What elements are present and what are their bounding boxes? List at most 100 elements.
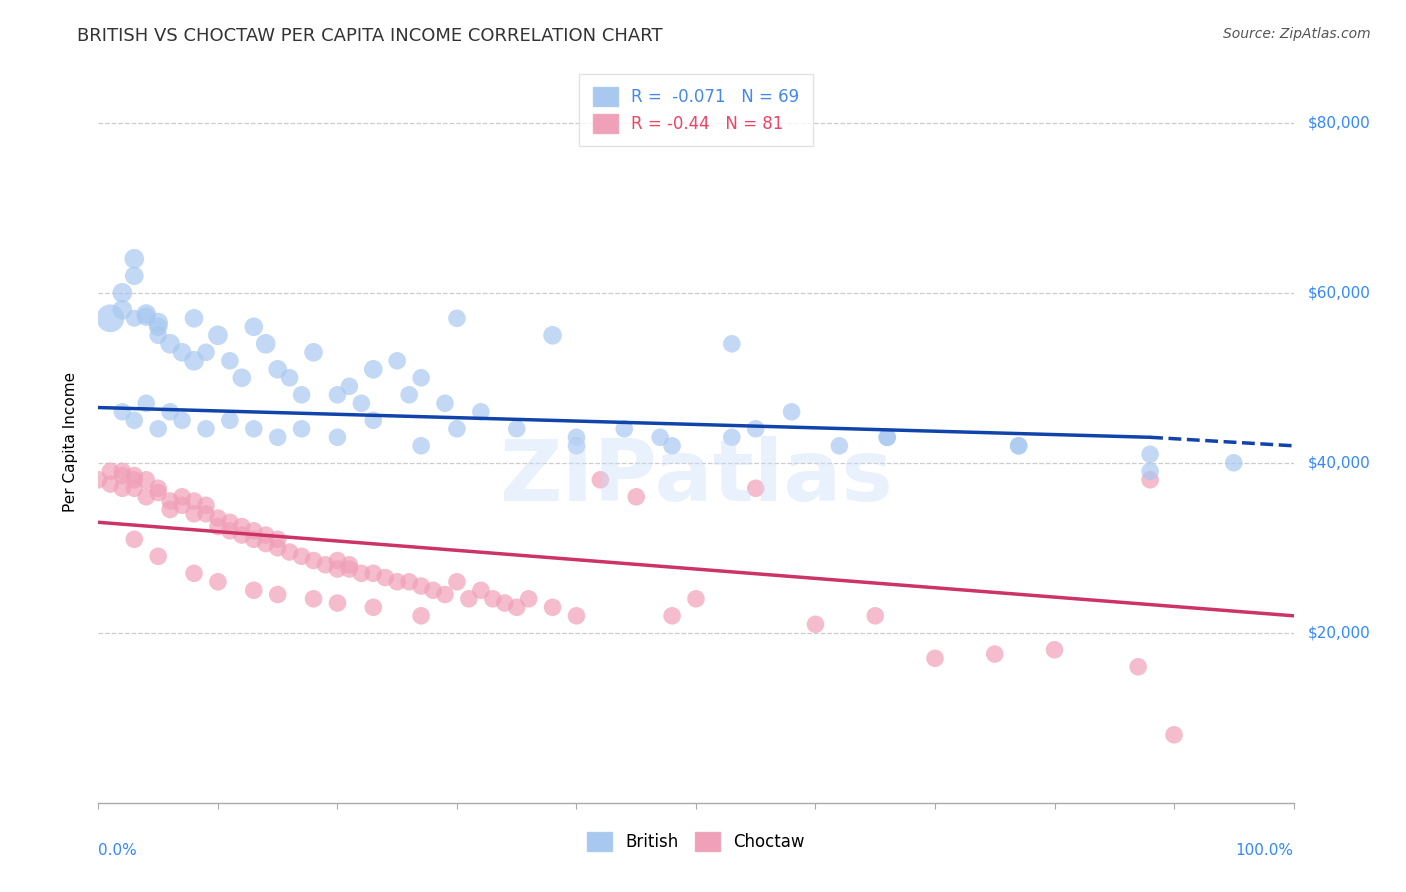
Point xyxy=(339,379,361,393)
Point xyxy=(589,473,612,487)
Point xyxy=(267,541,290,555)
Point xyxy=(254,528,277,542)
Point xyxy=(243,524,266,538)
Point xyxy=(124,252,146,266)
Point xyxy=(350,566,373,581)
Point xyxy=(291,422,314,436)
Point xyxy=(172,345,194,359)
Point xyxy=(124,481,146,495)
Point xyxy=(124,473,146,487)
Point xyxy=(326,596,349,610)
Point xyxy=(148,549,170,564)
Point xyxy=(1043,642,1066,657)
Point xyxy=(183,353,205,368)
Point xyxy=(183,507,205,521)
Point xyxy=(124,268,146,283)
Point xyxy=(398,574,420,589)
Point xyxy=(243,583,266,598)
Point xyxy=(470,405,492,419)
Point xyxy=(148,481,170,495)
Y-axis label: Per Capita Income: Per Capita Income xyxy=(63,371,77,512)
Point xyxy=(876,430,898,444)
Point xyxy=(481,591,505,606)
Point xyxy=(219,524,242,538)
Point xyxy=(231,519,253,533)
Point xyxy=(1128,660,1150,674)
Point xyxy=(661,608,683,623)
Point xyxy=(148,485,170,500)
Point xyxy=(434,588,457,602)
Point xyxy=(339,562,361,576)
Point xyxy=(111,468,134,483)
Point xyxy=(411,439,433,453)
Text: $20,000: $20,000 xyxy=(1308,625,1371,640)
Legend: British, Choctaw: British, Choctaw xyxy=(579,824,813,860)
Point xyxy=(745,422,768,436)
Point xyxy=(924,651,946,665)
Point xyxy=(565,608,588,623)
Point xyxy=(231,528,253,542)
Point xyxy=(565,430,588,444)
Point xyxy=(804,617,827,632)
Point xyxy=(111,285,134,300)
Point xyxy=(195,345,218,359)
Point xyxy=(195,498,218,512)
Point xyxy=(135,490,157,504)
Point xyxy=(350,396,373,410)
Point xyxy=(411,371,433,385)
Point xyxy=(148,422,170,436)
Point xyxy=(124,311,146,326)
Point xyxy=(124,413,146,427)
Point xyxy=(326,388,349,402)
Point xyxy=(148,328,170,343)
Point xyxy=(721,336,744,351)
Point xyxy=(470,583,492,598)
Point xyxy=(315,558,337,572)
Point xyxy=(254,336,277,351)
Point xyxy=(278,371,301,385)
Point xyxy=(183,494,205,508)
Point xyxy=(291,388,314,402)
Text: 0.0%: 0.0% xyxy=(98,843,138,857)
Point xyxy=(219,516,242,530)
Point xyxy=(326,553,349,567)
Point xyxy=(231,371,253,385)
Point xyxy=(159,336,181,351)
Point xyxy=(291,549,314,564)
Point xyxy=(195,422,218,436)
Point xyxy=(541,600,564,615)
Point xyxy=(243,422,266,436)
Point xyxy=(398,388,420,402)
Point xyxy=(517,591,540,606)
Point xyxy=(159,494,181,508)
Point xyxy=(865,608,887,623)
Point xyxy=(411,608,433,623)
Point xyxy=(267,533,290,547)
Point xyxy=(267,430,290,444)
Point xyxy=(385,574,409,589)
Point xyxy=(721,430,744,444)
Point xyxy=(267,362,290,376)
Point xyxy=(326,430,349,444)
Point xyxy=(661,439,683,453)
Point xyxy=(648,430,672,444)
Point xyxy=(302,345,325,359)
Point xyxy=(613,422,636,436)
Point xyxy=(98,477,122,491)
Text: BRITISH VS CHOCTAW PER CAPITA INCOME CORRELATION CHART: BRITISH VS CHOCTAW PER CAPITA INCOME COR… xyxy=(77,27,664,45)
Point xyxy=(1163,728,1185,742)
Text: $80,000: $80,000 xyxy=(1308,115,1371,130)
Point xyxy=(411,579,433,593)
Point xyxy=(1223,456,1246,470)
Point xyxy=(326,562,349,576)
Point xyxy=(1139,447,1161,461)
Point xyxy=(828,439,851,453)
Point xyxy=(207,511,229,525)
Point xyxy=(219,413,242,427)
Point xyxy=(159,405,181,419)
Point xyxy=(148,319,170,334)
Point xyxy=(984,647,1007,661)
Point xyxy=(494,596,516,610)
Point xyxy=(195,507,218,521)
Point xyxy=(219,353,242,368)
